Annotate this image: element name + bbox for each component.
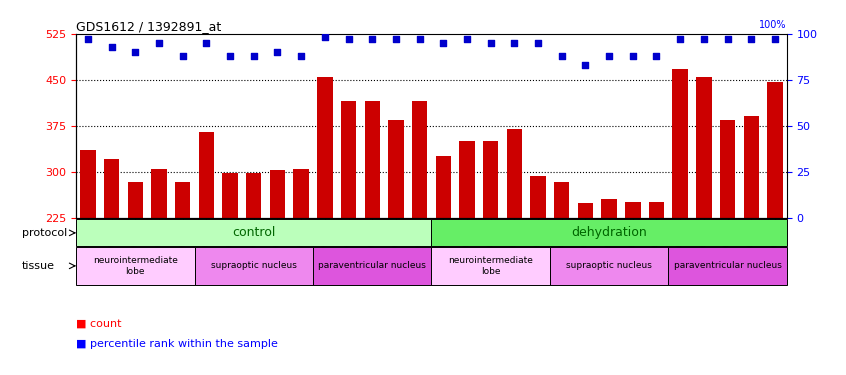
Point	[768, 36, 782, 42]
Bar	[602, 199, 617, 217]
Point	[437, 40, 450, 46]
Point	[650, 53, 663, 59]
FancyBboxPatch shape	[76, 247, 195, 285]
Point	[531, 40, 545, 46]
FancyBboxPatch shape	[313, 247, 431, 285]
Point	[176, 53, 190, 59]
Point	[200, 40, 213, 46]
Bar	[459, 141, 475, 218]
Text: ■ count: ■ count	[76, 318, 122, 328]
Point	[81, 36, 95, 42]
Bar	[294, 168, 309, 217]
Point	[626, 53, 640, 59]
Bar	[104, 159, 119, 218]
Bar	[554, 182, 569, 218]
Text: GDS1612 / 1392891_at: GDS1612 / 1392891_at	[76, 20, 222, 33]
Bar	[128, 182, 143, 218]
FancyBboxPatch shape	[195, 247, 313, 285]
Bar	[507, 129, 522, 217]
Bar	[388, 120, 404, 218]
Point	[744, 36, 758, 42]
Point	[271, 49, 284, 55]
Point	[579, 62, 592, 68]
Point	[105, 44, 118, 50]
Point	[721, 36, 734, 42]
Bar	[649, 202, 664, 217]
Point	[697, 36, 711, 42]
Point	[673, 36, 687, 42]
Point	[294, 53, 308, 59]
Bar	[341, 101, 356, 217]
FancyBboxPatch shape	[431, 247, 550, 285]
Point	[555, 53, 569, 59]
Text: neurointermediate
lobe: neurointermediate lobe	[448, 256, 533, 276]
Point	[602, 53, 616, 59]
Bar	[199, 132, 214, 218]
Point	[389, 36, 403, 42]
Bar	[175, 182, 190, 218]
Bar	[270, 170, 285, 217]
Bar	[222, 173, 238, 217]
Bar	[578, 203, 593, 217]
Bar	[483, 141, 498, 218]
Point	[484, 40, 497, 46]
Bar	[767, 81, 783, 218]
Bar	[436, 156, 451, 218]
Text: paraventricular nucleus: paraventricular nucleus	[318, 261, 426, 270]
FancyBboxPatch shape	[550, 247, 668, 285]
Point	[342, 36, 355, 42]
Text: dehydration: dehydration	[571, 226, 647, 239]
Bar	[317, 76, 332, 218]
Bar	[744, 116, 759, 218]
Point	[247, 53, 261, 59]
FancyBboxPatch shape	[668, 247, 787, 285]
Bar	[412, 101, 427, 217]
Point	[223, 53, 237, 59]
Bar	[80, 150, 96, 217]
Text: paraventricular nucleus: paraventricular nucleus	[673, 261, 782, 270]
Point	[318, 34, 332, 40]
Point	[365, 36, 379, 42]
Bar	[530, 176, 546, 218]
Text: control: control	[232, 226, 276, 239]
Text: neurointermediate
lobe: neurointermediate lobe	[93, 256, 178, 276]
Text: 100%: 100%	[759, 20, 787, 30]
Text: supraoptic nucleus: supraoptic nucleus	[211, 261, 297, 270]
Point	[460, 36, 474, 42]
Text: ■ percentile rank within the sample: ■ percentile rank within the sample	[76, 339, 278, 349]
Text: protocol: protocol	[22, 228, 67, 238]
Point	[129, 49, 142, 55]
Bar	[720, 120, 735, 218]
Bar	[625, 202, 640, 217]
FancyBboxPatch shape	[431, 219, 787, 246]
FancyBboxPatch shape	[76, 219, 431, 246]
Bar	[246, 173, 261, 217]
Bar	[365, 101, 380, 217]
Text: supraoptic nucleus: supraoptic nucleus	[566, 261, 652, 270]
Point	[508, 40, 521, 46]
Bar	[151, 168, 167, 217]
Text: tissue: tissue	[22, 261, 55, 271]
Bar	[696, 76, 711, 218]
Point	[152, 40, 166, 46]
Bar	[673, 69, 688, 218]
Point	[413, 36, 426, 42]
